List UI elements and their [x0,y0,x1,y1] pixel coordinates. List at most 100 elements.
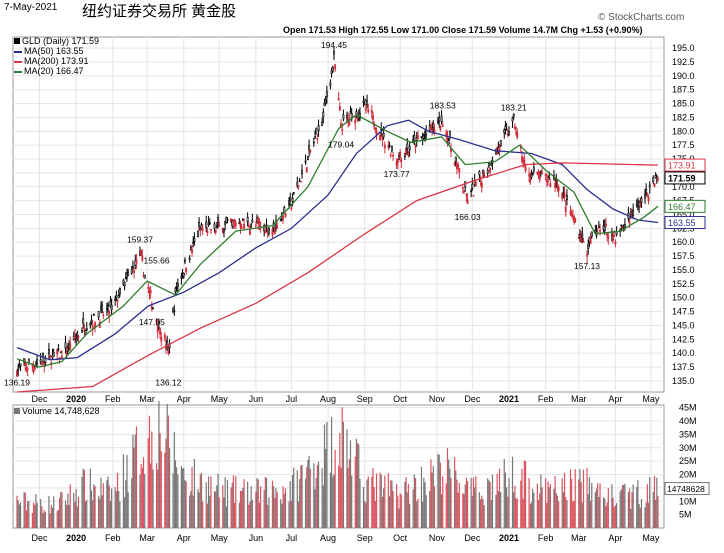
price-x-tick-label: Feb [538,394,554,404]
volume-bar [192,495,194,528]
volume-bar [520,480,522,528]
price-bar-body [464,181,467,188]
volume-bar [506,487,508,528]
price-bar-body [284,212,287,217]
price-bar-body [109,301,112,307]
price-bar-body [325,91,328,98]
price-value-box [664,171,706,185]
volume-bar [374,500,376,528]
price-bar-body [77,335,80,338]
volume-bar [108,485,110,528]
ma-line-ma50 [16,119,659,361]
price-bar-body [133,270,136,273]
volume-bar [283,493,285,528]
price-bar-body [400,160,403,162]
price-value-label: 166.47 [668,202,696,212]
price-bar-body [117,295,120,298]
volume-bar [213,491,216,528]
price-bar-body [296,182,299,186]
volume-bar [249,501,251,528]
volume-bar [409,503,411,528]
price-bar-body [180,276,183,279]
volume-bar [586,467,588,528]
price-bar-body [490,163,493,166]
volume-bar [539,493,541,528]
volume-axis-tick-label: 30M [679,443,697,453]
price-bar-body [140,249,143,256]
volume-bar [612,497,614,528]
price-bar-body [555,179,558,182]
volume-x-tick-label: Jul [286,533,298,543]
volume-bar [514,485,516,528]
price-axis-tick-label: 190.0 [672,71,695,81]
volume-bar [524,460,527,528]
legend-ma200: MA(200) 173.91 [14,56,89,66]
price-bar-body [605,223,607,227]
volume-x-tick-label: Dec [31,533,48,543]
volume-bar [89,468,91,528]
price-bar-body [341,129,344,131]
volume-bar [522,498,524,528]
price-bar-body [231,220,234,227]
volume-bar [627,492,630,528]
price-annotation: 179.04 [328,140,354,150]
volume-bar [605,506,607,528]
volume-bar [281,503,283,528]
price-bar-body [107,304,110,307]
price-axis-tick-label: 140.0 [672,348,695,358]
volume-bar [209,495,211,528]
volume-bar [457,492,459,528]
stockcharts-watermark[interactable]: © StockCharts.com [598,12,685,23]
price-bar-body [538,175,541,180]
price-bar-body [333,51,335,55]
volume-bar [23,492,25,528]
price-bar-body [581,233,584,238]
volume-bar [613,507,615,528]
volume-axis-tick-label: 45M [679,403,697,413]
price-x-tick-label: Jun [249,394,264,404]
price-bar-body [316,138,319,140]
volume-axis-tick-label: 35M [679,429,697,439]
volume-axis-tick-label: 40M [679,416,697,426]
price-annotation: 194.45 [321,40,347,50]
price-bar-body [226,219,229,221]
volume-bar [581,502,583,528]
price-bar-body [380,128,383,131]
volume-bar [109,500,112,528]
price-bar-body [389,154,392,157]
volume-bar [193,458,195,528]
volume-bar [354,456,356,528]
price-bar-body [505,128,508,131]
volume-bar [313,463,315,528]
price-bar-body [646,193,649,195]
volume-bar [142,457,145,528]
volume-bar [446,448,449,528]
volume-bar [388,496,391,528]
volume-bar [523,460,525,528]
price-value-box [664,216,706,230]
price-bar-body [395,160,398,166]
volume-bar [380,474,382,528]
price-bar-body [282,216,285,220]
volume-bar [399,493,401,528]
price-bar-body [570,212,573,216]
price-bar-body [40,363,43,365]
volume-bar [160,451,162,528]
volume-bar [264,477,266,528]
volume-bar [180,466,182,528]
price-bar-body [521,156,523,162]
volume-bar [448,459,450,528]
price-axis-tick-label: 160.0 [672,237,695,247]
volume-bar [413,474,415,528]
volume-bar [183,468,185,528]
volume-bar [141,467,143,528]
price-bar-body [81,330,83,333]
volume-bar [172,473,174,528]
price-bar-body [655,176,658,180]
volume-bar [322,485,324,528]
volume-bar [314,489,316,528]
price-bar-body [172,307,175,312]
volume-bar [155,463,158,528]
price-bar-body [188,257,191,260]
volume-bar [619,491,621,528]
